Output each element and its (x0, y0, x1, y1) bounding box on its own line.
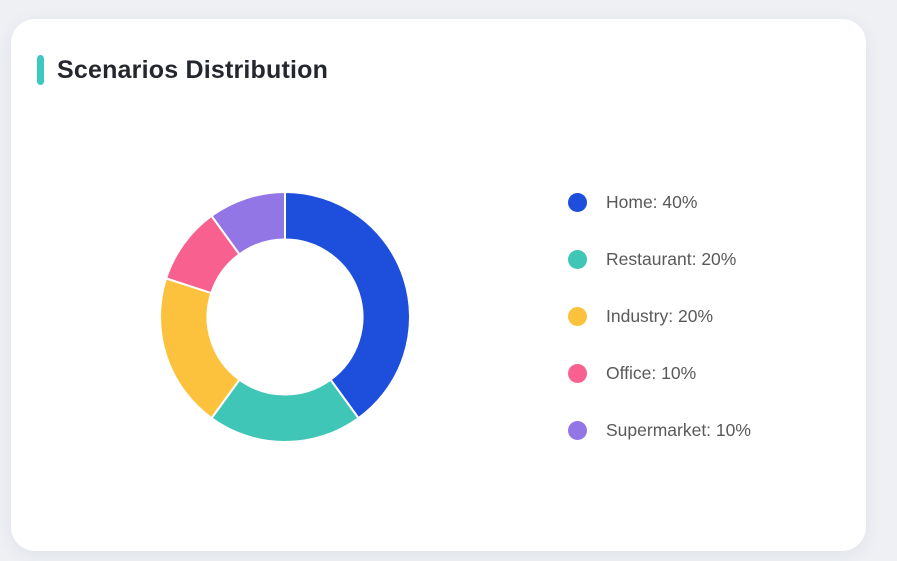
legend-label: Supermarket: 10% (606, 419, 751, 440)
donut-chart-svg (159, 191, 411, 443)
donut-slice-supermarket[interactable] (210, 191, 286, 256)
legend-label: Home: 40% (606, 191, 698, 212)
legend-item-industry[interactable]: Industry: 20% (568, 301, 751, 331)
card-header: Scenarios Distribution (37, 55, 328, 85)
donut-chart (155, 187, 415, 447)
chart-legend: Home: 40% Restaurant: 20% Industry: 20% Off… (568, 187, 751, 445)
card-title: Scenarios Distribution (57, 55, 329, 84)
legend-swatch-supermarket (568, 420, 587, 440)
legend-item-supermarket[interactable]: Supermarket: 10% (568, 415, 751, 445)
legend-swatch-home (568, 192, 587, 212)
legend-label: Office: 10% (606, 362, 697, 383)
legend-item-office[interactable]: Office: 10% (568, 358, 751, 388)
donut-slice-industry[interactable] (159, 277, 241, 420)
title-accent-bar (37, 55, 44, 85)
legend-item-home[interactable]: Home: 40% (568, 187, 751, 217)
legend-label: Industry: 20% (606, 305, 713, 326)
legend-label: Restaurant: 20% (606, 248, 737, 269)
donut-slice-home[interactable] (284, 191, 411, 420)
legend-item-restaurant[interactable]: Restaurant: 20% (568, 244, 751, 274)
scenarios-distribution-card: Scenarios Distribution Home: 40% Restaura… (11, 19, 866, 551)
legend-swatch-restaurant (568, 249, 587, 269)
legend-swatch-industry (568, 306, 587, 326)
legend-swatch-office (568, 363, 587, 383)
